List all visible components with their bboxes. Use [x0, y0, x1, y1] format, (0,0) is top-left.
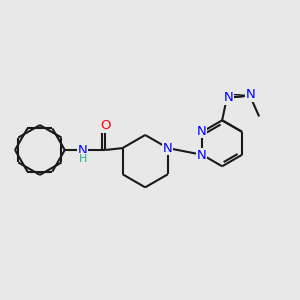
Text: N: N	[224, 91, 233, 104]
Text: N: N	[197, 125, 206, 138]
Text: N: N	[77, 143, 87, 157]
Text: N: N	[197, 149, 206, 162]
Text: N: N	[246, 88, 256, 101]
Text: H: H	[79, 154, 88, 164]
Text: O: O	[100, 119, 111, 132]
Text: N: N	[163, 142, 173, 154]
